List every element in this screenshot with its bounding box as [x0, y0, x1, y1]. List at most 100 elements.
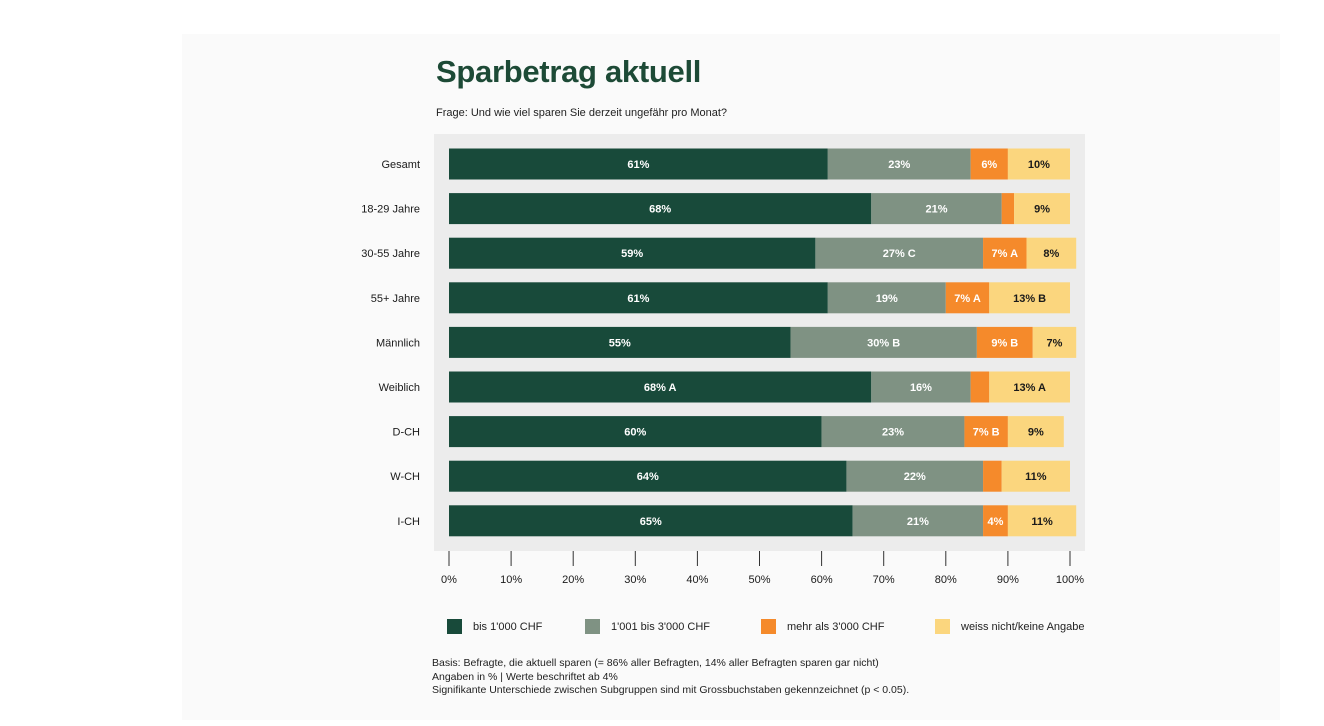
x-tick-label: 80% [935, 574, 957, 586]
data-label: 61% [627, 293, 649, 305]
legend-item: weiss nicht/keine Angabe [935, 619, 1085, 634]
bar-segment [827, 282, 946, 314]
bar-segment [945, 282, 990, 314]
legend-item: bis 1'000 CHF [447, 619, 542, 634]
data-label: 9% B [991, 337, 1018, 349]
data-label: 19% [876, 293, 898, 305]
bar-segment [821, 416, 965, 448]
bar-segment [449, 193, 872, 225]
x-tick-label: 100% [1056, 574, 1084, 586]
bar-segment [1026, 237, 1077, 269]
bar-segment [1007, 416, 1064, 448]
bar-segment [983, 505, 1008, 537]
bar-segment [449, 148, 828, 180]
x-tick-label: 0% [441, 574, 457, 586]
bar-segment [827, 148, 971, 180]
data-label: 60% [624, 427, 646, 439]
category-label: W-CH [390, 471, 420, 483]
bar-segment [815, 237, 984, 269]
bar-segment [449, 460, 847, 492]
data-label: 21% [925, 204, 947, 216]
category-label: Gesamt [381, 159, 420, 171]
bar-segment [1014, 193, 1070, 225]
bar-segment [871, 193, 1002, 225]
legend-label: weiss nicht/keine Angabe [961, 620, 1085, 633]
x-tick-label: 30% [624, 574, 646, 586]
data-label: 59% [621, 248, 643, 260]
x-tick-label: 10% [500, 574, 522, 586]
bar-segment [790, 326, 977, 358]
data-label: 8% [1043, 248, 1059, 260]
category-label: 18-29 Jahre [361, 204, 420, 216]
bar-segment [449, 282, 828, 314]
category-label: Männlich [376, 337, 420, 349]
category-label: D-CH [393, 427, 421, 439]
data-label: 22% [904, 471, 926, 483]
data-label: 68% [649, 204, 671, 216]
x-tick-label: 20% [562, 574, 584, 586]
bar-segment [871, 371, 971, 403]
bar-segment [989, 371, 1070, 403]
data-label: 65% [640, 516, 662, 528]
legend-label: bis 1'000 CHF [473, 620, 543, 633]
legend-swatch [447, 619, 462, 634]
category-label: 55+ Jahre [371, 293, 420, 305]
legend-label: mehr als 3'000 CHF [787, 620, 885, 633]
bar-segment [449, 371, 872, 403]
data-label: 23% [888, 159, 910, 171]
category-label: 30-55 Jahre [361, 248, 420, 260]
category-label: I-CH [397, 516, 420, 528]
data-label: 11% [1031, 516, 1053, 528]
data-label: 9% [1034, 204, 1050, 216]
data-label: 9% [1028, 427, 1044, 439]
x-tick-label: 90% [997, 574, 1019, 586]
x-tick-label: 70% [873, 574, 895, 586]
chart-legend: bis 1'000 CHF 1'001 bis 3'000 CHF mehr als… [447, 619, 1107, 637]
bar-segment [970, 371, 990, 403]
bar-segment [983, 237, 1027, 269]
note-significance: Signifikante Unterschiede zwischen Subgr… [432, 684, 910, 696]
data-label: 6% [981, 159, 997, 171]
legend-item: 1'001 bis 3'000 CHF [585, 619, 710, 634]
data-label: 30% B [867, 337, 900, 349]
data-label: 11% [1025, 471, 1047, 483]
bar-segment [1007, 148, 1070, 180]
legend-swatch [935, 619, 950, 634]
x-tick-label: 40% [686, 574, 708, 586]
bar-segment [970, 148, 1008, 180]
data-label: 4% [988, 516, 1004, 528]
bar-segment [449, 326, 791, 358]
bar-segment [1001, 193, 1015, 225]
bar-segment [449, 416, 822, 448]
data-label: 7% A [992, 248, 1019, 260]
bar-segment [1032, 326, 1077, 358]
data-label: 13% B [1013, 293, 1046, 305]
data-label: 68% A [644, 382, 677, 394]
data-label: 7% A [954, 293, 981, 305]
data-label: 16% [910, 382, 932, 394]
bar-segment [989, 282, 1070, 314]
bar-segment [1007, 505, 1077, 537]
data-label: 27% C [883, 248, 916, 260]
x-tick-label: 50% [748, 574, 770, 586]
data-label: 7% [1047, 337, 1063, 349]
bar-segment [852, 505, 984, 537]
data-label: 64% [637, 471, 659, 483]
bar-segment [449, 505, 853, 537]
bar-segment [846, 460, 984, 492]
x-tick-label: 60% [811, 574, 833, 586]
data-label: 10% [1028, 159, 1050, 171]
note-units: Angaben in % | Werte beschriftet ab 4% [432, 670, 618, 683]
bar-segment [964, 416, 1008, 448]
bar-segment [976, 326, 1033, 358]
data-label: 21% [907, 516, 929, 528]
chart-notes: Basis: Befragte, die aktuell sparen (= 8… [432, 657, 909, 698]
bar-segment [1001, 460, 1070, 492]
legend-swatch [761, 619, 776, 634]
data-label: 61% [627, 159, 649, 171]
legend-item: mehr als 3'000 CHF [761, 619, 884, 634]
data-label: 55% [609, 337, 631, 349]
chart-title: Sparbetrag aktuell [436, 54, 702, 89]
legend-swatch [585, 619, 600, 634]
